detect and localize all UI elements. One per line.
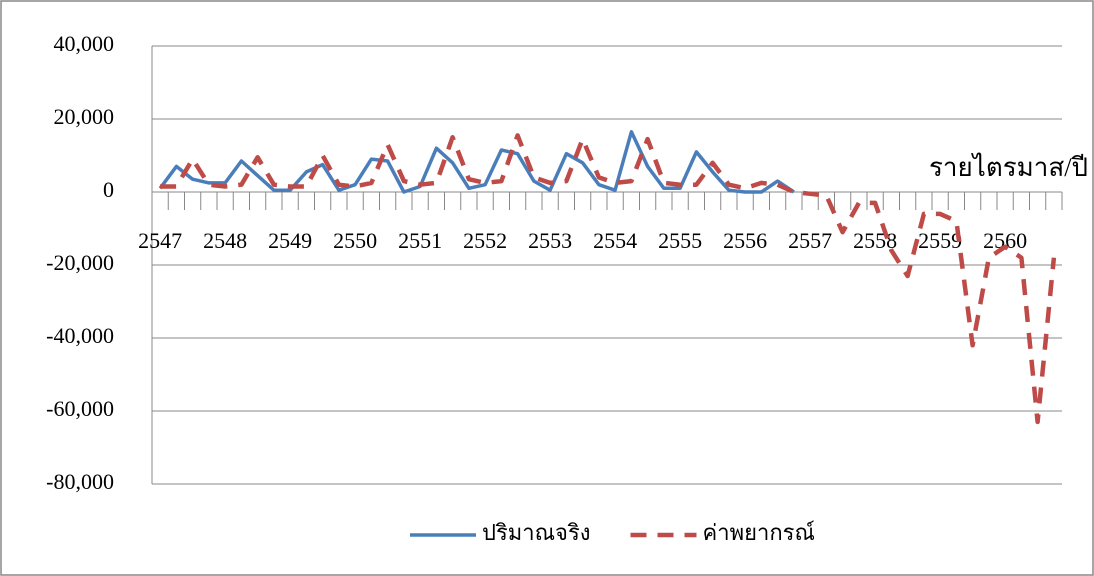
x-tick-label: 2555: [658, 228, 702, 253]
legend-label: ค่าพยากรณ์: [703, 520, 815, 545]
x-tick-label: 2559: [918, 228, 962, 253]
series-line: [158, 130, 795, 194]
y-tick-label: 40,000: [54, 31, 115, 56]
y-tick-label: 0: [103, 177, 114, 202]
y-tick-label: -20,000: [46, 250, 114, 275]
x-tick-label: 2554: [593, 228, 637, 253]
x-tick-label: 2550: [333, 228, 377, 253]
x-tick-label: 2556: [723, 228, 767, 253]
y-tick-label: -40,000: [46, 323, 114, 348]
x-tick-label: 2552: [463, 228, 507, 253]
x-tick-label: 2553: [528, 228, 572, 253]
y-tick-label: 20,000: [54, 104, 115, 129]
x-tick-label: 2558: [853, 228, 897, 253]
x-tick-label: 2549: [268, 228, 312, 253]
y-tick-label: -80,000: [46, 469, 114, 494]
x-tick-label: 2548: [203, 228, 247, 253]
x-axis-title: รายไตรมาส/ปี: [929, 152, 1088, 182]
y-tick-label: -60,000: [46, 396, 114, 421]
x-tick-label: 2547: [138, 228, 182, 253]
x-tick-label: 2557: [788, 228, 832, 253]
legend-label: ปริมาณจริง: [482, 520, 591, 545]
x-tick-label: 2551: [398, 228, 442, 253]
